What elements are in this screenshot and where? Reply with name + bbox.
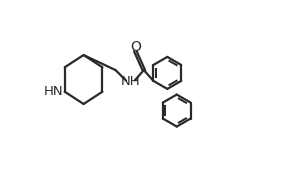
Text: O: O	[130, 40, 141, 54]
Text: HN: HN	[44, 85, 63, 98]
Text: NH: NH	[121, 75, 140, 88]
